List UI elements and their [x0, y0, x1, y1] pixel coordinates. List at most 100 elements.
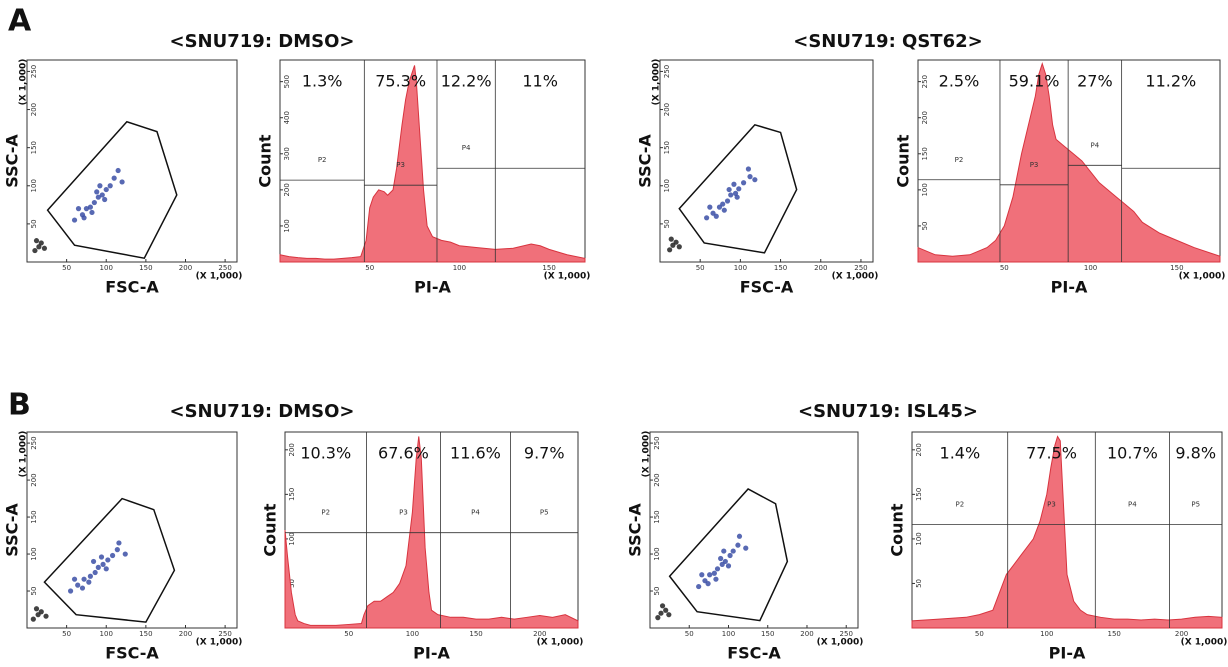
y-tick-label: 250 — [30, 436, 38, 449]
gate-name: P4 — [471, 509, 480, 517]
x-tick-label: 50 — [975, 630, 984, 638]
gate-name: P4 — [1128, 501, 1137, 509]
y-tick-label: 400 — [283, 111, 291, 124]
plot-frame — [26, 431, 238, 629]
y-tick-label: 250 — [30, 65, 38, 78]
x-axis-label: PI-A — [413, 644, 450, 663]
y-axis-label: SSC-A — [3, 503, 22, 557]
y-tick-label: 50 — [288, 579, 296, 588]
gate — [668, 488, 789, 622]
x-tick-label: 150 — [542, 264, 555, 272]
y-axis-label: Count — [888, 503, 907, 557]
scatter-point — [32, 247, 38, 254]
y-tick-label: 100 — [921, 183, 929, 196]
scatter-point — [90, 558, 97, 565]
plot: 50 100 150 200 250 50 100 150 200 250 SSC-A FSC-A (X… — [636, 59, 879, 297]
y-tick-label: 250 — [663, 65, 671, 78]
plot: 50 100 150 50 100 150 200 250 Count PI-A (X 1,000)… — [894, 59, 1225, 297]
y-axis-label: SSC-A — [636, 134, 655, 188]
scatter-point — [103, 566, 109, 572]
scatter-point — [86, 579, 92, 585]
gate — [46, 120, 178, 260]
x-tick-label: 200 — [179, 264, 192, 272]
scatter-point — [100, 561, 106, 567]
scatter-point — [67, 588, 74, 594]
y-axis-label: Count — [261, 503, 280, 557]
scatter-point — [97, 183, 103, 189]
plot-frame — [26, 59, 238, 263]
y-tick-label: 200 — [30, 103, 38, 116]
scatter-point — [38, 240, 44, 246]
y-tick-label: 100 — [288, 532, 296, 545]
x-tick-label: 50 — [696, 264, 705, 272]
gate-percent: 1.4% — [940, 444, 981, 463]
scatter-point — [663, 607, 669, 613]
x-tick-label: 100 — [722, 630, 735, 638]
scatter-point — [673, 239, 679, 245]
y-tick-label: 50 — [921, 221, 929, 230]
scatter-point — [655, 615, 661, 621]
gate — [678, 123, 798, 254]
scatter-point — [75, 582, 81, 588]
y-tick-label: 100 — [915, 532, 923, 545]
scatter-point — [92, 569, 98, 576]
x-axis-label: PI-A — [414, 278, 451, 297]
scatter-point — [658, 610, 664, 616]
scatter-point — [71, 217, 78, 223]
y-tick-label: 200 — [921, 111, 929, 124]
scatter-point — [75, 206, 82, 212]
x-unit: (X 1,000) — [544, 272, 591, 282]
scatter-point — [98, 554, 105, 560]
y-tick-label: 200 — [283, 183, 291, 196]
panel-title: <SNU719: QST62> — [793, 31, 982, 52]
x-tick-label: 150 — [139, 264, 152, 272]
y-tick-label: 50 — [915, 579, 923, 588]
y-unit: (X 1,000) — [19, 59, 29, 106]
scatter-point — [666, 612, 672, 618]
scatter-point — [713, 576, 719, 582]
y-tick-label: 150 — [921, 147, 929, 160]
scatter-point — [94, 189, 100, 195]
scatter-point — [726, 186, 732, 193]
gate-name: P2 — [318, 156, 327, 164]
scatter-point — [41, 245, 48, 251]
x-tick-label: 250 — [854, 264, 867, 272]
plot: 50 100 150 200 250 50 100 150 200 250 SSC-A FSC-A (X… — [3, 431, 243, 663]
scatter-point — [33, 238, 40, 244]
x-axis-label: PI-A — [1051, 278, 1088, 297]
scatter-point — [36, 244, 42, 250]
y-tick-label: 150 — [915, 488, 923, 501]
x-tick-label: 150 — [469, 630, 482, 638]
gate-percent: 59.1% — [1009, 72, 1060, 91]
x-axis-label: FSC-A — [105, 644, 159, 663]
x-tick-label: 150 — [1170, 264, 1183, 272]
y-tick-label: 200 — [653, 473, 661, 486]
scatter-point — [736, 533, 743, 539]
gate-percent: 10.3% — [300, 444, 351, 463]
x-unit: (X 1,000) — [1181, 638, 1228, 648]
gate-percent: 27% — [1077, 72, 1113, 91]
scatter-point — [116, 540, 122, 546]
y-axis-label: Count — [894, 134, 913, 188]
x-tick-label: 250 — [840, 630, 853, 638]
x-tick-label: 150 — [774, 264, 787, 272]
gate-name: P5 — [1191, 501, 1200, 509]
y-axis-label: SSC-A — [3, 134, 22, 188]
scatter-point — [720, 201, 726, 207]
y-tick-label: 250 — [921, 75, 929, 88]
scatter-point — [676, 244, 682, 250]
x-axis-label: FSC-A — [727, 644, 781, 663]
scatter-point — [734, 194, 740, 200]
scatter-point — [95, 194, 101, 200]
histogram-area — [284, 436, 579, 629]
gate — [43, 497, 176, 623]
scatter-point — [83, 206, 90, 212]
scatter-point — [747, 174, 753, 180]
gate-name: P4 — [462, 144, 471, 152]
x-tick-label: 200 — [1175, 630, 1188, 638]
gate-percent: 67.6% — [378, 444, 429, 463]
scatter-point — [728, 192, 734, 198]
x-axis-label: PI-A — [1049, 644, 1086, 663]
gate-percent: 11.2% — [1145, 72, 1196, 91]
